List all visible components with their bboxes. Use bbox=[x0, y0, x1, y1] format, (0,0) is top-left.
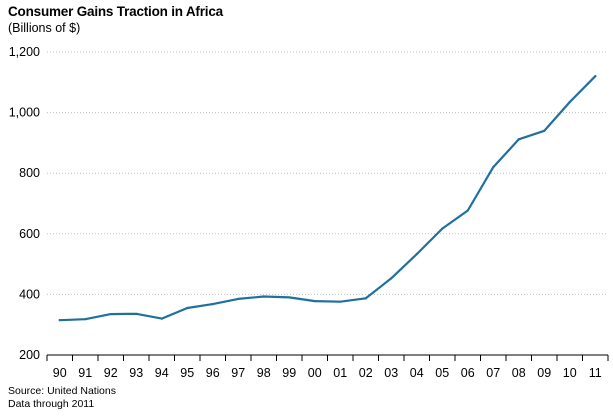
x-tick-label: 05 bbox=[435, 366, 449, 380]
data-point bbox=[160, 317, 163, 320]
y-tick-label: 200 bbox=[19, 348, 40, 362]
x-tick-label: 00 bbox=[308, 366, 322, 380]
x-tick-label: 04 bbox=[410, 366, 424, 380]
x-tick-label: 90 bbox=[53, 366, 67, 380]
x-tick-label: 93 bbox=[129, 366, 143, 380]
y-tick-label: 400 bbox=[19, 287, 40, 301]
x-tick-label: 01 bbox=[333, 366, 347, 380]
data-point bbox=[466, 209, 469, 212]
x-tick-label: 08 bbox=[512, 366, 526, 380]
x-tick-label: 97 bbox=[231, 366, 245, 380]
x-tick-label: 11 bbox=[589, 366, 602, 380]
x-tick-label: 06 bbox=[461, 366, 475, 380]
x-tick-label: 96 bbox=[206, 366, 220, 380]
data-point bbox=[288, 296, 291, 299]
data-point bbox=[211, 302, 214, 306]
data-point bbox=[415, 253, 418, 256]
source-note: Source: United Nations Data through 2011 bbox=[8, 385, 116, 411]
data-point bbox=[517, 138, 520, 141]
chart-subtitle: (Billions of $) bbox=[8, 21, 81, 35]
data-point bbox=[313, 299, 316, 303]
data-point bbox=[262, 295, 265, 298]
data-point bbox=[364, 297, 367, 300]
data-point bbox=[441, 227, 444, 230]
data-point bbox=[390, 277, 393, 280]
data-point bbox=[58, 319, 61, 322]
data-through-line: Data through 2011 bbox=[8, 398, 95, 410]
x-tick-label: 07 bbox=[486, 366, 500, 380]
x-tick-label: 95 bbox=[180, 366, 194, 380]
data-point bbox=[237, 297, 240, 301]
data-point bbox=[594, 75, 597, 78]
data-point bbox=[543, 129, 546, 132]
data-point bbox=[109, 312, 112, 316]
y-tick-label: 1,200 bbox=[9, 45, 40, 59]
x-tick-label: 09 bbox=[537, 366, 551, 380]
y-tick-label: 1,000 bbox=[9, 106, 40, 120]
y-tick-label: 800 bbox=[19, 166, 40, 180]
x-tick-label: 92 bbox=[104, 366, 118, 380]
x-axis: 90 91 92 93 94 95 96 97 98 99 00 01 02 03 04 05 06 07 08 09… bbox=[46, 354, 609, 380]
gridlines bbox=[47, 51, 608, 295]
x-tick-label: 03 bbox=[384, 366, 398, 380]
data-point bbox=[84, 318, 87, 321]
data-point bbox=[492, 166, 495, 169]
x-tick-label: 99 bbox=[282, 366, 296, 380]
data-point bbox=[568, 100, 571, 104]
data-point bbox=[339, 300, 342, 303]
x-tick-label: 91 bbox=[78, 366, 92, 380]
y-tick-label: 600 bbox=[19, 227, 40, 241]
y-axis-tick-labels: 200 400 600 800 1,000 1,200 bbox=[9, 45, 40, 362]
x-tick-label: 94 bbox=[155, 366, 169, 380]
x-tick-label: 02 bbox=[359, 366, 373, 380]
x-tick-label: 10 bbox=[563, 366, 577, 380]
series-line bbox=[58, 75, 597, 322]
chart-title: Consumer Gains Traction in Africa bbox=[8, 4, 223, 19]
source-line: Source: United Nations bbox=[8, 385, 116, 397]
data-point bbox=[186, 306, 189, 310]
series-layer bbox=[58, 75, 597, 322]
x-tick-label: 98 bbox=[257, 366, 271, 380]
data-point bbox=[135, 312, 138, 315]
